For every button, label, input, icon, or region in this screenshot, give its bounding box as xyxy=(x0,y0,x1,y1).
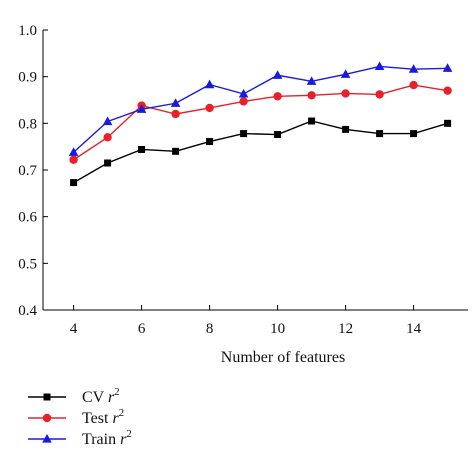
data-point-test xyxy=(69,155,78,164)
series-line-test xyxy=(73,84,448,161)
data-point-test xyxy=(273,92,282,101)
data-point-cv xyxy=(172,147,180,155)
legend-marker-cv xyxy=(43,393,51,401)
y-tick-label: 0.4 xyxy=(18,303,37,319)
data-point-train xyxy=(68,147,79,156)
data-point-test xyxy=(307,91,316,100)
data-point-cv xyxy=(410,130,418,138)
legend-item-cv: CV r2 xyxy=(28,386,120,406)
data-point-cv xyxy=(70,179,78,187)
data-point-cv xyxy=(206,138,214,146)
data-point-cv xyxy=(240,130,248,138)
x-tick-label: 14 xyxy=(406,321,422,337)
series-test xyxy=(69,80,452,164)
x-tick-label: 8 xyxy=(206,321,214,337)
data-point-cv xyxy=(444,119,452,127)
data-point-train xyxy=(272,70,283,79)
data-point-train xyxy=(204,79,215,89)
y-tick-label: 0.5 xyxy=(18,256,37,272)
data-point-train xyxy=(136,104,147,113)
legend-label-train: Train r2 xyxy=(82,428,132,448)
series-train xyxy=(68,61,453,156)
series-line-train xyxy=(73,65,448,153)
x-tick-label: 4 xyxy=(70,321,78,337)
data-point-test xyxy=(205,103,214,113)
x-tick-label: 10 xyxy=(270,321,285,337)
y-tick-label: 0.9 xyxy=(18,70,37,86)
x-axis-label: Number of features xyxy=(221,349,345,366)
data-point-train xyxy=(170,98,181,107)
legend-marker-test xyxy=(42,413,52,423)
data-point-test xyxy=(375,90,384,99)
x-tick-label: 6 xyxy=(138,321,146,337)
legend-item-train: Train r2 xyxy=(28,428,132,448)
data-point-train xyxy=(340,69,351,78)
data-point-cv xyxy=(308,117,316,125)
data-point-test xyxy=(239,97,248,106)
data-point-test xyxy=(443,86,452,95)
legend-label-cv: CV r2 xyxy=(82,386,120,406)
data-point-train xyxy=(374,61,385,70)
series-layer xyxy=(68,61,453,187)
data-point-train xyxy=(238,88,249,98)
series-line-cv xyxy=(73,120,448,184)
y-tick-label: 0.6 xyxy=(18,210,37,226)
data-point-train xyxy=(408,64,419,73)
data-point-test xyxy=(171,109,180,119)
data-point-cv xyxy=(342,125,350,133)
axes: 0.4 0.5 0.6 0.7 0.8 0.9 1.0 4 6 8 10 12 14 xyxy=(18,23,468,337)
data-point-test xyxy=(103,133,112,142)
data-point-cv xyxy=(376,130,384,138)
data-point-cv xyxy=(274,131,282,139)
y-tick-label: 0.8 xyxy=(18,116,37,132)
series-cv xyxy=(70,117,452,187)
data-point-cv xyxy=(104,159,112,167)
x-tick-label: 12 xyxy=(338,321,353,337)
legend-label-test: Test r2 xyxy=(82,407,124,427)
y-tick-label: 0.7 xyxy=(18,163,37,179)
legend-marker-train xyxy=(42,434,52,443)
data-point-test xyxy=(409,80,418,90)
data-point-train xyxy=(102,116,113,126)
data-point-train xyxy=(442,63,453,72)
y-tick-label: 1.0 xyxy=(18,23,37,39)
data-point-train xyxy=(306,76,317,85)
data-point-test xyxy=(341,89,350,98)
legend-item-test: Test r2 xyxy=(28,407,124,427)
data-point-cv xyxy=(138,145,146,153)
